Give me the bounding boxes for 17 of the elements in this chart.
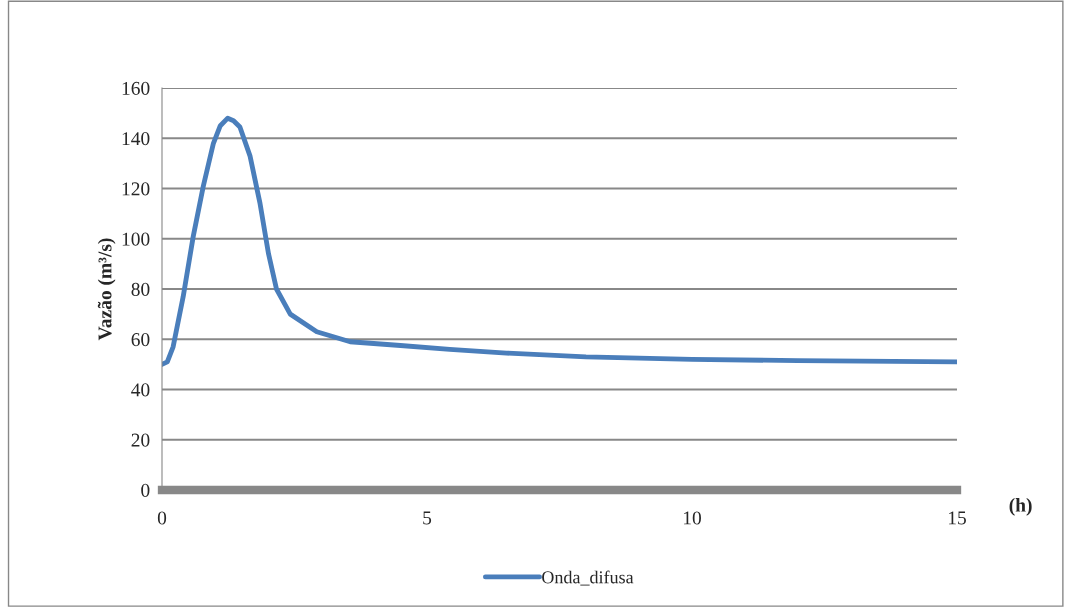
y-tick-label: 100 [122, 232, 150, 246]
y-tick-label: 40 [131, 383, 150, 397]
x-tick-label: 15 [948, 511, 966, 525]
x-tick-label: 0 [157, 511, 167, 525]
x-axis-title: (h) [1009, 498, 1032, 516]
line-series [162, 115, 957, 367]
y-tick-label: 0 [141, 483, 150, 497]
y-tick-label: 60 [131, 333, 150, 347]
legend-label: Onda_difusa [542, 570, 634, 586]
y-tick-label: 160 [122, 81, 150, 95]
y-tick-label: 120 [122, 182, 150, 196]
y-tick-label: 140 [122, 132, 150, 146]
y-tick-label: 20 [131, 433, 150, 447]
x-tick-label: 10 [683, 511, 701, 525]
y-tick-label: 80 [131, 282, 150, 296]
x-tick-label: 5 [423, 511, 432, 525]
y-axis-title: Vazão (m³/s) [97, 238, 116, 341]
